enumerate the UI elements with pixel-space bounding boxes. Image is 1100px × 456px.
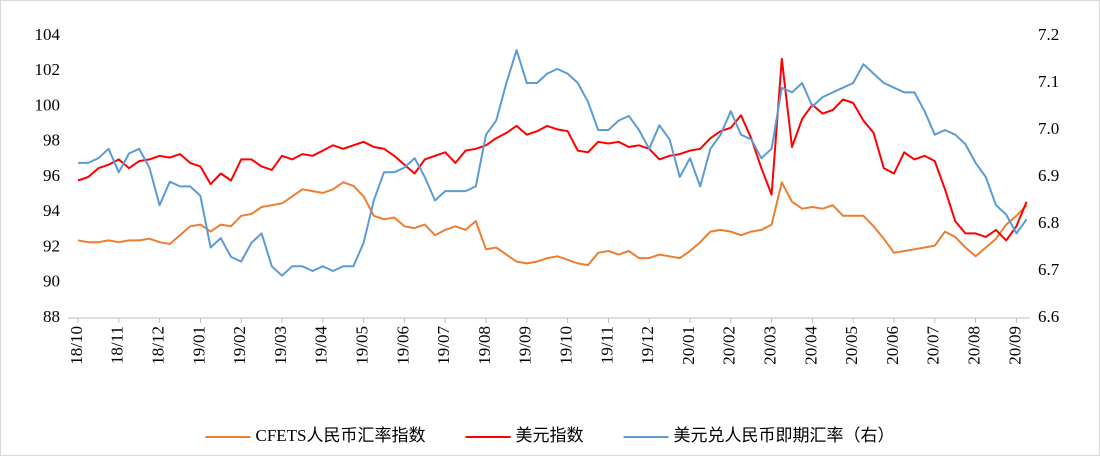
legend-label: 美元兑人民币即期汇率（右） [674,426,895,445]
legend-label: 美元指数 [516,426,584,445]
y-tick-label: 100 [35,95,61,114]
x-tick-label: 19/10 [557,326,576,365]
x-tick-label: 19/09 [516,326,535,365]
series-line [78,49,1028,277]
x-tick-label: 20/03 [761,326,780,365]
y2-tick-label: 6.8 [1038,213,1059,232]
x-tick-label: 20/04 [801,326,820,365]
x-tick-label: 20/07 [924,326,943,365]
x-tick-label: 20/06 [883,326,902,365]
x-tick-label: 18/11 [108,326,127,364]
y-tick-label: 98 [43,131,60,150]
x-tick-label: 19/08 [475,326,494,365]
y-tick-label: 90 [43,272,60,291]
y2-tick-label: 6.6 [1038,307,1059,326]
x-tick-label: 19/05 [353,326,372,365]
series-line [77,181,1028,267]
x-tick-label: 19/01 [189,326,208,365]
y2-tick-label: 6.9 [1038,166,1059,185]
y2-tick-label: 6.7 [1038,260,1060,279]
x-tick-label: 20/01 [679,326,698,365]
x-tick-label: 19/02 [230,326,249,365]
x-tick-label: 18/10 [67,326,86,365]
x-tick-label: 20/05 [842,326,861,365]
x-tick-label: 19/07 [434,326,453,365]
x-tick-label: 20/08 [965,326,984,365]
x-tick-label: 19/03 [271,326,290,365]
x-tick-label: 19/06 [393,326,412,365]
x-tick-label: 18/12 [149,326,168,365]
legend-label: CFETS人民币汇率指数 [255,426,425,445]
x-tick-label: 19/11 [597,326,616,364]
y-tick-label: 92 [43,236,60,255]
y-tick-label: 104 [35,25,61,44]
y-tick-label: 94 [43,201,61,220]
x-tick-label: 19/04 [312,326,331,365]
x-tick-label: 20/02 [720,326,739,365]
x-tick-label: 20/09 [1005,326,1024,365]
y-tick-label: 88 [43,307,60,326]
y-tick-label: 96 [43,166,60,185]
y-tick-label: 102 [35,60,61,79]
y2-tick-label: 7.0 [1038,119,1059,138]
y2-tick-label: 7.1 [1038,72,1059,91]
series-line [77,57,1028,242]
x-tick-label: 19/12 [638,326,657,365]
y2-tick-label: 7.2 [1038,25,1059,44]
